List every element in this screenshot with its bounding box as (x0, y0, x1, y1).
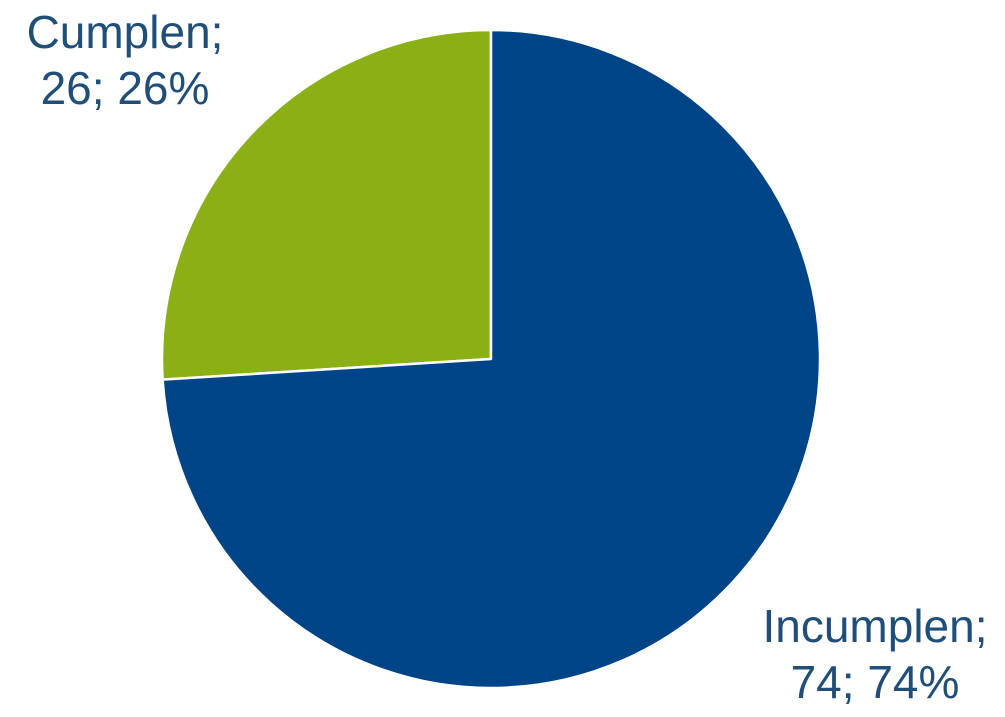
data-label-incumplen-value: 74; 74% (790, 656, 960, 708)
pie-slice-cumplen (160, 28, 493, 381)
pie-slices (160, 28, 822, 690)
data-label-incumplen-name: Incumplen; (762, 600, 988, 652)
data-label-incumplen: Incumplen; 74; 74% (745, 598, 1005, 710)
pie-slice-incumplen (161, 28, 822, 690)
data-label-cumplen: Cumplen; 26; 26% (0, 4, 250, 116)
data-label-cumplen-value: 26; 26% (40, 62, 210, 114)
data-label-cumplen-name: Cumplen; (26, 6, 224, 58)
